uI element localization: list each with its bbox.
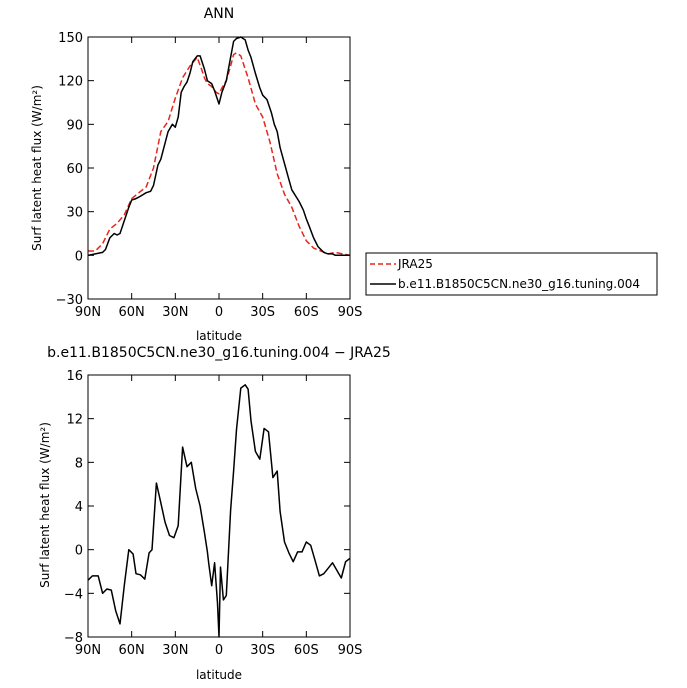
y-tick-label: −30 <box>56 293 83 308</box>
x-tick-label: 0 <box>215 643 223 658</box>
x-tick-label: 90N <box>75 305 101 320</box>
bottom-panel-title: b.e11.B1850C5CN.ne30_g16.tuning.004 − JR… <box>47 345 391 361</box>
x-tick-label: 0 <box>215 305 223 320</box>
y-tick-label: 90 <box>66 118 83 133</box>
y-tick-label: 4 <box>75 500 83 515</box>
top-panel-ticks: 90N 60N 30N 0 30S 60S 90S −30 0 30 60 90 120 150 <box>56 31 363 320</box>
x-tick-label: 30S <box>250 643 275 658</box>
top-panel-ylabel: Surf latent heat flux (W/m²) <box>30 85 44 251</box>
y-tick-label: 12 <box>66 413 83 428</box>
bottom-panel: b.e11.B1850C5CN.ne30_g16.tuning.004 − JR… <box>38 345 391 682</box>
bottom-panel-frame <box>87 374 351 638</box>
y-tick-label: 30 <box>66 206 83 221</box>
top-panel-xlabel: latitude <box>196 329 242 343</box>
x-tick-label: 60S <box>294 643 319 658</box>
series-line-b-e11-b1850c5cn-ne30-g16-tuning-004 <box>87 36 350 257</box>
y-tick-label: 0 <box>75 544 83 559</box>
top-panel: ANN latitude Surf latent heat flux (W/m²… <box>30 6 362 343</box>
legend: JRA25 b.e11.B1850C5CN.ne30_g16.tuning.00… <box>365 252 658 296</box>
bottom-panel-ylabel: Surf latent heat flux (W/m²) <box>38 422 52 588</box>
bottom-panel-ticks: 90N 60N 30N 0 30S 60S 90S −8 −4 0 4 8 12 16 <box>64 369 363 658</box>
top-panel-series <box>87 36 351 257</box>
x-tick-label: 30N <box>162 305 188 320</box>
bottom-panel-series <box>87 384 351 638</box>
x-tick-label: 90S <box>338 305 363 320</box>
x-tick-label: 90N <box>75 643 101 658</box>
top-panel-title: ANN <box>204 6 235 22</box>
legend-label-jra25: JRA25 <box>397 257 433 271</box>
x-tick-label: 60N <box>119 305 145 320</box>
legend-label-model: b.e11.B1850C5CN.ne30_g16.tuning.004 <box>398 277 640 291</box>
y-tick-label: 120 <box>58 75 83 90</box>
y-tick-label: 0 <box>75 249 83 264</box>
x-tick-label: 90S <box>338 643 363 658</box>
y-tick-label: 8 <box>75 456 83 471</box>
y-tick-label: 16 <box>66 369 83 384</box>
legend-box <box>365 252 658 296</box>
x-tick-label: 60S <box>294 305 319 320</box>
series-line-difference <box>87 384 351 638</box>
y-tick-label: 150 <box>58 31 83 46</box>
top-panel-frame <box>87 36 351 300</box>
bottom-panel-xlabel: latitude <box>196 668 242 682</box>
x-tick-label: 60N <box>119 643 145 658</box>
y-tick-label: −4 <box>64 587 83 602</box>
y-tick-label: 60 <box>66 162 83 177</box>
series-line-jra25 <box>88 52 351 257</box>
y-tick-label: −8 <box>64 631 83 646</box>
x-tick-label: 30N <box>162 643 188 658</box>
x-tick-label: 30S <box>250 305 275 320</box>
